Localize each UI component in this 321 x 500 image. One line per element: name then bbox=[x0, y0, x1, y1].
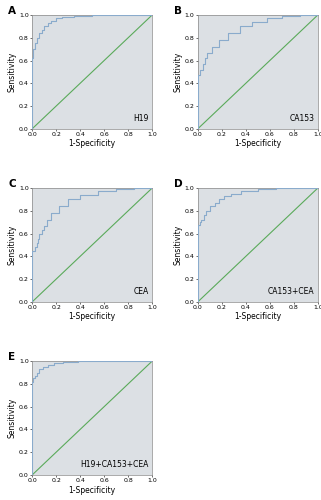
Text: H19+CA153+CEA: H19+CA153+CEA bbox=[80, 460, 149, 469]
X-axis label: 1-Specificity: 1-Specificity bbox=[234, 140, 281, 148]
Text: CA153+CEA: CA153+CEA bbox=[268, 287, 314, 296]
Text: A: A bbox=[8, 6, 16, 16]
Text: CEA: CEA bbox=[133, 287, 149, 296]
X-axis label: 1-Specificity: 1-Specificity bbox=[69, 312, 116, 322]
Text: C: C bbox=[8, 179, 16, 189]
X-axis label: 1-Specificity: 1-Specificity bbox=[69, 140, 116, 148]
Text: B: B bbox=[174, 6, 182, 16]
Y-axis label: Sensitivity: Sensitivity bbox=[8, 225, 17, 265]
Text: CA153: CA153 bbox=[289, 114, 314, 123]
Text: H19: H19 bbox=[133, 114, 149, 123]
Y-axis label: Sensitivity: Sensitivity bbox=[8, 52, 17, 92]
X-axis label: 1-Specificity: 1-Specificity bbox=[69, 486, 116, 494]
Y-axis label: Sensitivity: Sensitivity bbox=[173, 225, 182, 265]
Text: E: E bbox=[8, 352, 15, 362]
Y-axis label: Sensitivity: Sensitivity bbox=[173, 52, 182, 92]
Text: D: D bbox=[174, 179, 182, 189]
X-axis label: 1-Specificity: 1-Specificity bbox=[234, 312, 281, 322]
Y-axis label: Sensitivity: Sensitivity bbox=[8, 398, 17, 438]
